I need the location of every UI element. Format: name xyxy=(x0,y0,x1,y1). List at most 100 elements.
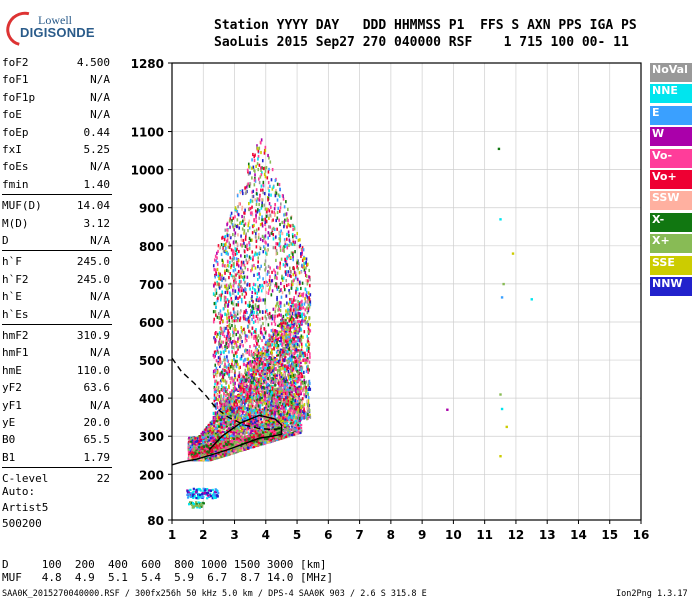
echo-point xyxy=(242,377,245,380)
echo-point xyxy=(277,379,280,382)
echo-point xyxy=(254,430,257,433)
echo-point xyxy=(224,421,227,424)
echo-point xyxy=(275,334,278,338)
echo-point xyxy=(212,418,216,421)
param-key: foF1p xyxy=(2,90,36,104)
echo-point xyxy=(188,441,191,444)
echo-point xyxy=(254,423,258,427)
echo-point xyxy=(274,361,277,364)
echo-point xyxy=(223,439,226,442)
echo-point xyxy=(297,354,300,357)
echo-point xyxy=(297,336,300,339)
echo-point xyxy=(217,453,220,456)
echo-point xyxy=(271,407,274,410)
echo-point xyxy=(210,422,213,426)
echo-point xyxy=(268,440,271,443)
echo-point xyxy=(261,359,264,362)
echo-point xyxy=(296,425,299,428)
echo-point xyxy=(284,385,287,388)
echo-point xyxy=(260,396,263,400)
param-value: 63.6 xyxy=(83,381,111,395)
echo-point xyxy=(240,405,243,408)
echo-point xyxy=(210,442,214,445)
echo-point xyxy=(299,361,302,365)
echo-point xyxy=(225,424,229,427)
echo-point xyxy=(285,426,288,429)
y-tick-label: 1000 xyxy=(131,164,164,178)
echo-point xyxy=(296,429,299,433)
echo-point xyxy=(294,306,297,309)
echo-point xyxy=(298,312,301,315)
echo-point xyxy=(237,388,240,391)
echo-point xyxy=(251,377,254,380)
echo-point xyxy=(255,441,258,445)
echo-point xyxy=(215,424,218,427)
echo-point xyxy=(279,330,282,333)
echo-point xyxy=(240,433,243,436)
echo-point xyxy=(252,418,255,421)
param-value: 245.0 xyxy=(76,255,110,269)
echo-point xyxy=(264,349,267,352)
echo-point xyxy=(263,371,266,374)
echo-point xyxy=(261,373,265,376)
echo-point xyxy=(265,419,269,423)
echo-point xyxy=(272,358,275,361)
echo-point xyxy=(253,357,257,360)
echo-point xyxy=(267,423,270,426)
echo-point xyxy=(256,401,260,404)
param-value: N/A xyxy=(90,160,110,174)
echo-point xyxy=(236,428,239,431)
echo-point xyxy=(253,369,256,373)
echo-point xyxy=(278,323,281,326)
echo-point xyxy=(236,418,240,421)
echo-point xyxy=(250,387,253,390)
echo-point xyxy=(267,419,270,423)
echo-point xyxy=(207,427,210,431)
echo-point xyxy=(289,384,293,387)
legend-item-nnw: NNW xyxy=(650,276,692,296)
echo-point xyxy=(247,396,250,400)
echo-point xyxy=(288,382,291,385)
echo-point xyxy=(231,429,234,433)
echo-point xyxy=(291,364,294,367)
echo-point xyxy=(278,437,281,440)
echo-traces xyxy=(186,138,312,509)
echo-point xyxy=(235,422,238,425)
echo-point xyxy=(215,435,218,438)
echo-point xyxy=(208,428,211,431)
param-key: foE xyxy=(2,108,22,122)
echo-point xyxy=(281,374,285,377)
echo-point xyxy=(271,362,274,366)
echo-point xyxy=(284,392,288,395)
echo-point xyxy=(196,437,199,440)
echo-point xyxy=(266,362,269,365)
echo-point xyxy=(189,438,192,441)
x-tick-label: 10 xyxy=(445,528,462,542)
echo-point xyxy=(275,424,278,427)
echo-point xyxy=(278,418,281,421)
param-key: foEs xyxy=(2,160,29,174)
echo-point xyxy=(292,423,295,426)
echo-point xyxy=(244,407,248,410)
echo-point xyxy=(249,386,252,389)
legend-item-vo-: Vo+ xyxy=(650,169,692,189)
echo-point xyxy=(286,361,289,364)
echo-point xyxy=(295,426,298,430)
echo-point xyxy=(284,355,287,358)
echo-point xyxy=(270,421,273,424)
echo-point xyxy=(268,379,271,382)
echo-point xyxy=(263,402,267,405)
echo-point xyxy=(229,421,232,424)
echo-point xyxy=(298,424,301,428)
echo-point xyxy=(283,425,287,428)
echo-point xyxy=(246,371,249,374)
echo-point xyxy=(258,372,261,375)
param-key: fxI xyxy=(2,143,22,156)
echo-point xyxy=(197,442,200,445)
echo-point xyxy=(275,431,278,434)
echo-point xyxy=(271,426,275,429)
echo-point xyxy=(219,453,222,456)
echo-point xyxy=(234,405,237,408)
echo-point xyxy=(244,396,248,399)
param-value: N/A xyxy=(90,73,110,87)
